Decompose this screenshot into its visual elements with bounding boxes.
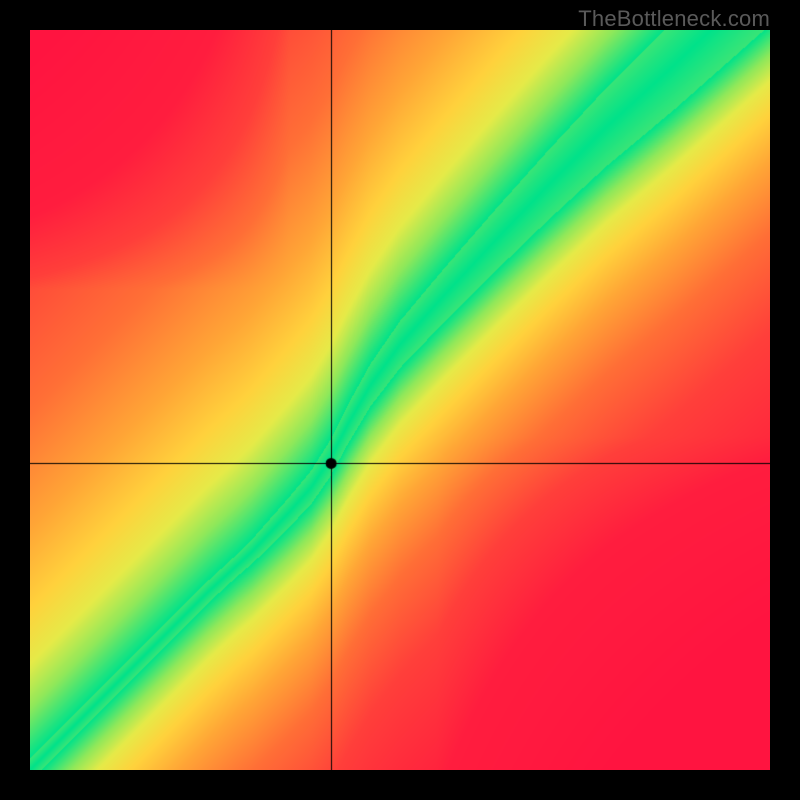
bottleneck-heatmap <box>30 30 770 770</box>
chart-container: TheBottleneck.com <box>0 0 800 800</box>
watermark-text: TheBottleneck.com <box>578 6 770 32</box>
